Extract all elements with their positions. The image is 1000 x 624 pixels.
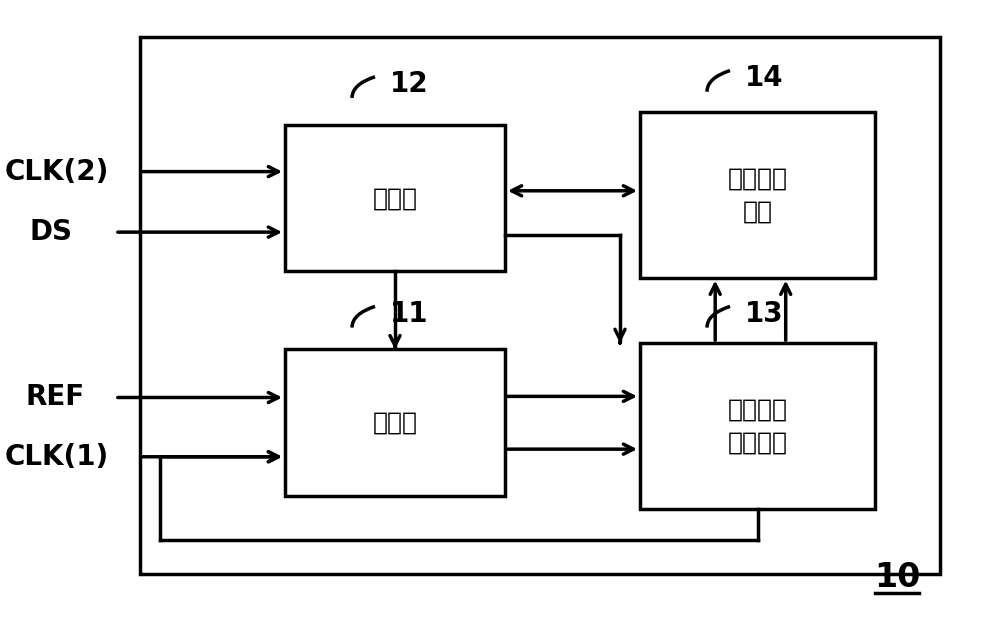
Text: 相位调整
电路: 相位调整 电路 (728, 166, 788, 224)
Text: 12: 12 (390, 71, 429, 98)
Text: 10: 10 (874, 561, 920, 593)
Bar (285, 349, 505, 496)
Bar (640, 112, 875, 278)
Text: 14: 14 (745, 64, 784, 92)
Text: 时钟信号
产生电路: 时钟信号 产生电路 (728, 397, 788, 455)
Text: CLK(2): CLK(2) (5, 158, 109, 185)
Text: 13: 13 (745, 300, 784, 328)
Text: 检测器: 检测器 (372, 186, 417, 210)
Text: 11: 11 (390, 300, 428, 328)
Bar (140, 37, 940, 574)
Text: DS: DS (30, 218, 73, 246)
Bar (640, 343, 875, 509)
Text: 检测器: 检测器 (372, 411, 417, 435)
Bar (285, 125, 505, 271)
Text: CLK(1): CLK(1) (5, 443, 109, 470)
Text: REF: REF (25, 384, 84, 411)
